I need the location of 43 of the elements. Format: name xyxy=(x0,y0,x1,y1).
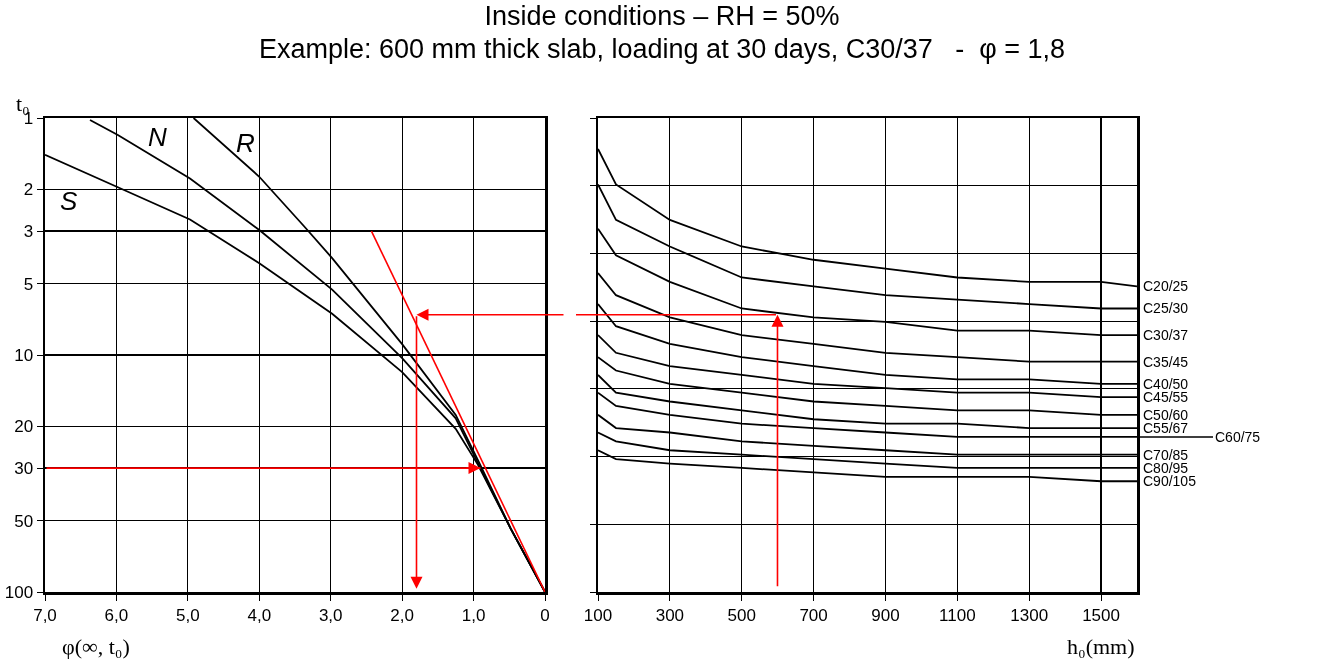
x-tick-label: 7,0 xyxy=(33,605,57,625)
x-tick-label: 6,0 xyxy=(104,605,129,625)
series-label: R xyxy=(236,128,255,158)
series-label: C40/50 xyxy=(1143,376,1189,392)
text: Example: 600 mm thick slab, loading at 30 days, C30/37 - φ = 1,8 xyxy=(257,33,1067,66)
x-tick-label: 5,0 xyxy=(176,605,200,625)
y-tick-label: 5 xyxy=(23,274,34,294)
x-tick-label: 3,0 xyxy=(318,605,343,625)
y-tick-label: 100 xyxy=(4,582,34,602)
x-tick-label: 4,0 xyxy=(247,605,272,625)
y-tick-label: 2 xyxy=(23,180,34,200)
series-label: C55/67 xyxy=(1143,420,1189,436)
x-axis-title: h₀(mm) xyxy=(1067,634,1135,659)
series-label: S xyxy=(60,186,78,216)
x-tick-label: 500 xyxy=(727,605,756,625)
x-tick-label: 700 xyxy=(799,605,828,625)
series-label: C90/105 xyxy=(1143,473,1197,489)
x-tick-label: 0 xyxy=(540,605,550,625)
y-tick-label: 20 xyxy=(14,417,34,437)
series-label: C70/85 xyxy=(1143,447,1189,463)
y-tick-label: 3 xyxy=(23,222,34,242)
y-tick-label: 50 xyxy=(14,511,34,531)
x-tick-label: 1300 xyxy=(1010,605,1049,625)
series-label: C30/37 xyxy=(1143,327,1189,343)
x-axis-title: φ(∞, t₀) xyxy=(62,634,130,659)
x-tick-label: 900 xyxy=(871,605,900,625)
series-label: C80/95 xyxy=(1143,460,1189,476)
x-tick-label: 300 xyxy=(655,605,685,625)
text: Inside conditions – RH = 50% xyxy=(483,0,841,33)
x-tick-label: 100 xyxy=(583,605,613,625)
series-label: C50/60 xyxy=(1143,407,1189,423)
x-tick-label: 1100 xyxy=(939,605,976,625)
x-tick-label: 1,0 xyxy=(461,605,486,625)
y-tick-label: 10 xyxy=(14,345,34,365)
x-tick-label: 2,0 xyxy=(390,605,414,625)
series-label: C20/25 xyxy=(1143,278,1189,294)
series-label: C45/55 xyxy=(1143,389,1189,405)
series-label: C25/30 xyxy=(1143,300,1189,316)
series-label: N xyxy=(148,122,167,152)
y-tick-label: 30 xyxy=(14,459,34,479)
series-label: C35/45 xyxy=(1143,354,1189,370)
x-tick-label: 1500 xyxy=(1082,605,1120,625)
text: C60/75 xyxy=(1215,429,1261,445)
